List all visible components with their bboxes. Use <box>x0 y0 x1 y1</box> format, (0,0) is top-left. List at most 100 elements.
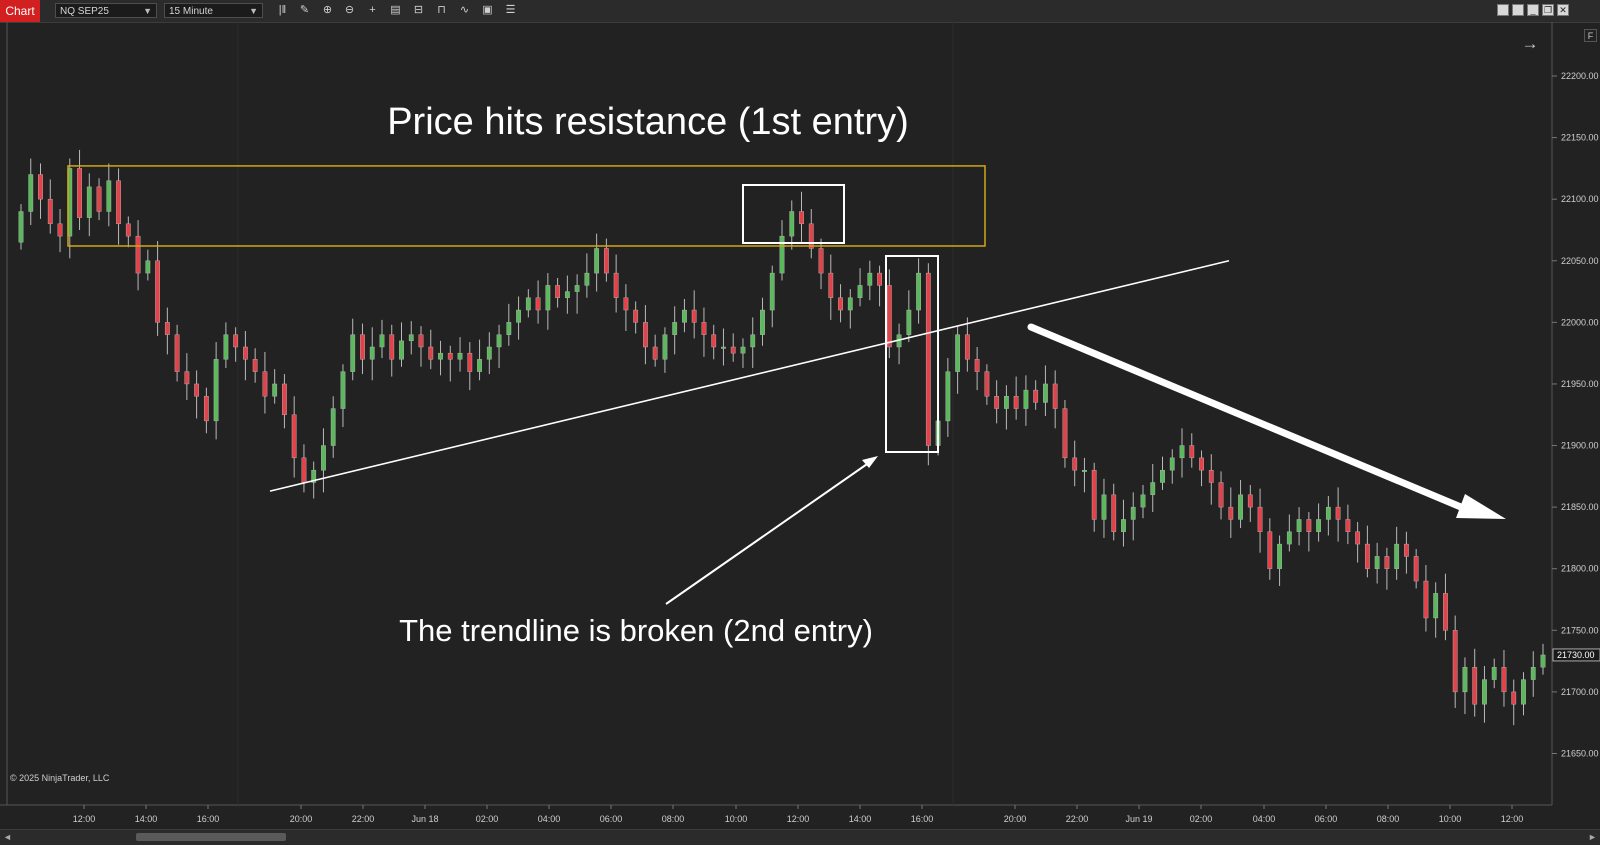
candle-up <box>1101 494 1107 520</box>
trendline-break-box <box>885 255 939 453</box>
candle-up <box>857 285 863 298</box>
candle-up <box>564 291 570 298</box>
restore-icon[interactable]: ❐ <box>1542 4 1554 16</box>
candle-up <box>1023 389 1029 409</box>
candle-up <box>106 180 112 212</box>
close-icon[interactable]: ✕ <box>1557 4 1569 16</box>
candle-up <box>145 260 151 274</box>
candle-up <box>525 297 531 311</box>
candle-up <box>740 346 746 354</box>
candle-up <box>223 334 229 360</box>
candle-down <box>974 359 980 372</box>
candle-down <box>467 352 473 372</box>
candle-down <box>1072 457 1078 471</box>
price-chart[interactable]: 22200.00 22150.00 22100.00 22050.00 22000.00… <box>0 22 1600 829</box>
interval-label: 15 Minute <box>169 6 213 17</box>
candle-down <box>1443 593 1448 631</box>
candle-down <box>1306 519 1312 532</box>
chevron-down-icon: ▼ <box>249 6 258 16</box>
candle-up <box>1394 543 1400 569</box>
chart-toolbar: Chart NQ SEP25 ▼ 15 Minute ▼ |‖ ✎ ⊕ ⊖ + … <box>0 0 1600 23</box>
price-tick-label: 22150.00 <box>1561 133 1599 143</box>
price-tick-label: 21800.00 <box>1561 564 1599 574</box>
candle-up <box>1325 506 1331 520</box>
candle-down <box>1199 457 1204 471</box>
time-tick-label: 14:00 <box>135 814 158 824</box>
candle-down <box>418 334 424 348</box>
candle-up <box>1540 654 1546 668</box>
list-icon[interactable]: ☰ <box>505 4 516 16</box>
minimize-icon[interactable]: _ <box>1527 4 1539 16</box>
candle-up <box>1316 519 1322 532</box>
candle-down <box>555 285 561 298</box>
time-tick-label: 04:00 <box>1253 814 1276 824</box>
candle-up <box>1150 482 1156 496</box>
data-box-icon[interactable]: ▤ <box>390 4 401 16</box>
pencil-icon[interactable]: ✎ <box>299 4 310 16</box>
candle-down <box>291 414 297 459</box>
candle-down <box>135 235 141 274</box>
candle-down <box>1247 494 1253 508</box>
candle-down <box>730 346 736 354</box>
candle-down <box>389 334 395 360</box>
trend-down-arrow-shaft <box>1027 323 1472 514</box>
chart-trader-icon[interactable]: ▣ <box>482 4 493 16</box>
scroll-thumb[interactable] <box>136 833 286 841</box>
candle-up <box>213 359 219 422</box>
interval-selector[interactable]: 15 Minute ▼ <box>164 3 263 18</box>
candle-down <box>1511 691 1517 705</box>
candle-down <box>184 371 190 385</box>
candle-down <box>282 383 287 415</box>
price-tick-label: 22100.00 <box>1561 194 1599 204</box>
bars-icon[interactable]: |‖ <box>278 4 287 16</box>
price-axis[interactable]: 22200.00 22150.00 22100.00 22050.00 22000.00… <box>1552 71 1600 758</box>
crosshair-icon[interactable]: + <box>369 4 376 16</box>
candle-down <box>1384 556 1390 569</box>
candle-down <box>57 223 63 237</box>
candle-up <box>330 408 336 446</box>
f-button[interactable]: F <box>1584 29 1597 42</box>
zoom-in-icon[interactable]: ⊕ <box>322 4 333 16</box>
price-tick-label: 22200.00 <box>1561 71 1599 81</box>
candle-down <box>1364 543 1370 569</box>
candle-up <box>682 309 687 323</box>
zoom-out-icon[interactable]: ⊖ <box>344 4 355 16</box>
time-tick-label: 16:00 <box>911 814 934 824</box>
time-axis[interactable]: 12:00 14:00 16:00 20:00 22:00 Jun 18 02:00 04:0… <box>73 805 1524 824</box>
candle-down <box>994 396 1000 409</box>
candle-down <box>613 272 619 298</box>
properties-icon[interactable]: ⊟ <box>413 4 424 16</box>
chart-tab[interactable]: Chart <box>0 0 40 22</box>
candle-down <box>1218 482 1224 508</box>
candle-down <box>1033 389 1039 403</box>
strategy-icon[interactable]: ∿ <box>459 4 470 16</box>
candle-up <box>321 445 326 471</box>
resistance-zone <box>67 165 986 247</box>
drawing-tools-icon[interactable]: ⊓ <box>437 4 446 16</box>
horizontal-scrollbar[interactable]: ◄ ► <box>0 829 1600 845</box>
candle-up <box>1082 469 1087 472</box>
candle-up <box>955 334 961 372</box>
scroll-right-arrow-icon[interactable]: ► <box>1588 832 1597 842</box>
price-tick-label: 22050.00 <box>1561 256 1599 266</box>
candle-up <box>340 371 346 409</box>
time-tick-label: 20:00 <box>1004 814 1027 824</box>
scroll-left-arrow-icon[interactable]: ◄ <box>3 832 12 842</box>
tile-window-icon[interactable] <box>1497 4 1509 16</box>
instrument-label: NQ SEP25 <box>60 6 109 17</box>
candle-down <box>174 334 180 372</box>
tile-vertical-icon[interactable] <box>1512 4 1524 16</box>
candle-down <box>1452 630 1458 693</box>
candle-up <box>1521 679 1526 705</box>
candle-down <box>652 346 658 360</box>
break-arrow-shaft <box>665 461 871 605</box>
candle-down <box>964 334 970 360</box>
candle-down <box>233 334 239 348</box>
candle-up <box>516 309 521 323</box>
candle-up <box>486 346 492 360</box>
candle-up <box>1482 679 1487 705</box>
scroll-right-icon[interactable]: → <box>1522 34 1539 53</box>
candle-up <box>1238 494 1243 520</box>
candle-up <box>906 309 912 335</box>
instrument-selector[interactable]: NQ SEP25 ▼ <box>55 3 157 18</box>
